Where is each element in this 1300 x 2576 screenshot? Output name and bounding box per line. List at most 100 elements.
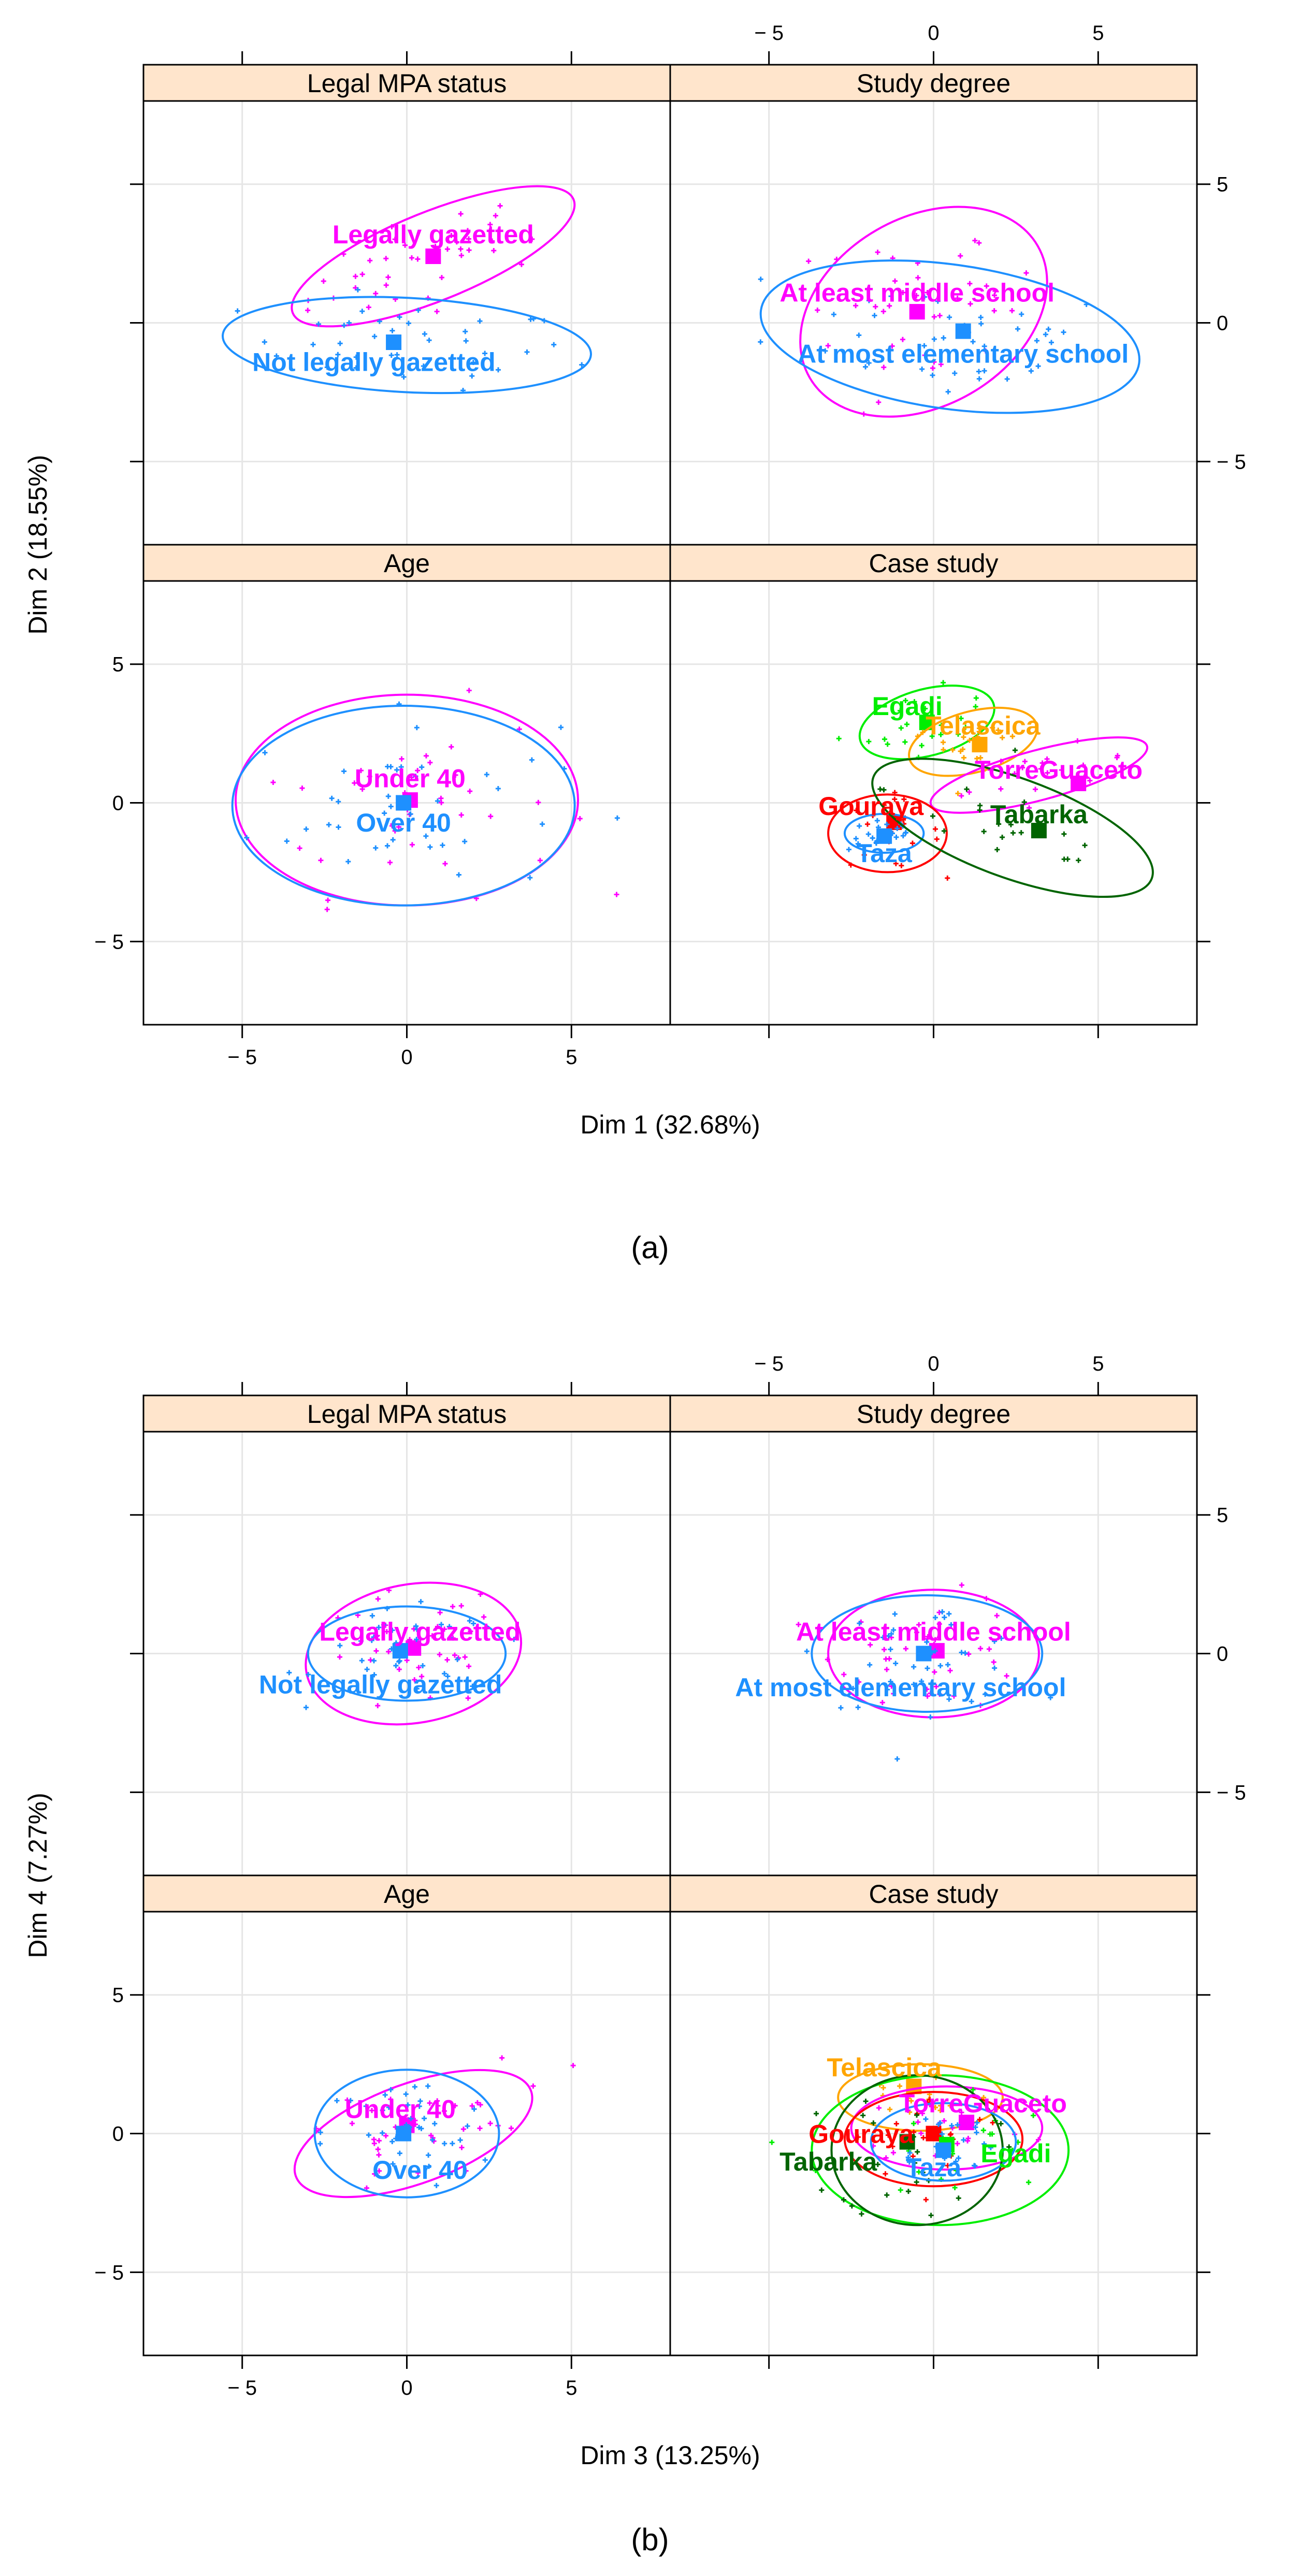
data-point-under-40 (359, 787, 365, 792)
data-point-at-least-middle-school (959, 1582, 964, 1588)
data-point-legally-gazetted (353, 273, 358, 279)
data-point-at-most-elementary-school (758, 276, 763, 282)
data-point-tabarka (998, 2121, 1004, 2127)
data-point-gouraya (990, 2120, 995, 2126)
data-point-at-least-middle-school (1023, 270, 1029, 276)
data-point-tabarka (930, 813, 936, 819)
centroid-marker-not-legally-gazetted (386, 334, 402, 350)
data-point-telascica (995, 727, 1001, 733)
data-point-egadi (938, 722, 944, 728)
category-label-taza: Taza (856, 839, 913, 868)
data-point-telascica (990, 725, 995, 731)
data-point-at-most-elementary-school (976, 369, 981, 374)
facet-legal-mpa-status: Legal MPA status Legally gazetted Not lega… (142, 1394, 671, 1876)
centroid-marker-legally-gazetted (406, 1640, 422, 1656)
data-point-over-40 (336, 799, 341, 805)
data-point-under-40 (453, 772, 458, 778)
data-point-egadi (954, 2167, 959, 2173)
data-point-legally-gazetted (367, 258, 373, 264)
category-label-over-40: Over 40 (372, 2156, 467, 2185)
data-point-tabarka (819, 2187, 825, 2193)
data-point-over-40 (417, 2098, 423, 2104)
data-point-at-least-middle-school (853, 303, 859, 309)
strip-background (669, 544, 1198, 582)
data-point-not-legally-gazetted (414, 1686, 420, 1692)
strip-label: Case study (869, 1880, 998, 1909)
data-point-over-40 (614, 815, 620, 821)
data-point-at-most-elementary-school (945, 1662, 951, 1668)
data-point-at-least-middle-school (900, 337, 905, 342)
data-point-not-legally-gazetted (273, 353, 279, 359)
data-point-not-legally-gazetted (335, 352, 341, 357)
data-point-legally-gazetted (454, 239, 459, 245)
data-point-tabarka (860, 2113, 866, 2118)
data-point-over-40 (341, 768, 347, 774)
data-point-at-most-elementary-school (1028, 368, 1034, 374)
data-point-not-legally-gazetted (346, 320, 352, 326)
data-point-at-least-middle-school (967, 281, 973, 286)
data-point-at-least-middle-school (955, 296, 960, 301)
data-point-taza (988, 2145, 993, 2150)
data-point-torreguaceto (1044, 756, 1050, 762)
data-point-torreguaceto (965, 2138, 971, 2144)
confidence-ellipse-at-least-middle-school (827, 1589, 1040, 1719)
data-point-torreguaceto (1022, 759, 1028, 764)
data-point-legally-gazetted (432, 243, 438, 249)
data-point-at-least-middle-school (887, 303, 892, 309)
data-point-at-most-elementary-school (969, 1699, 974, 1705)
data-point-not-legally-gazetted (341, 323, 347, 328)
data-point-at-most-elementary-school (1004, 376, 1010, 382)
data-point-not-legally-gazetted (406, 321, 411, 326)
data-point-under-40 (377, 2168, 382, 2174)
data-point-at-least-middle-school (922, 353, 928, 358)
data-point-not-legally-gazetted (372, 333, 378, 339)
data-point-over-40 (403, 2091, 409, 2097)
facet-age: Age Under 40 Over 40 (142, 544, 671, 1026)
data-point-tabarka (1008, 822, 1014, 827)
data-point-at-least-middle-school (815, 307, 820, 313)
data-point-at-least-middle-school (915, 275, 921, 281)
centroid-marker-telascica (972, 737, 988, 753)
data-point-gouraya (885, 2132, 891, 2138)
data-point-at-least-middle-school (972, 238, 978, 243)
confidence-ellipse-at-most-elementary-school (811, 1594, 1044, 1713)
data-point-at-most-elementary-school (888, 1631, 894, 1637)
tick-label-bottom: 5 (566, 2377, 577, 2399)
data-point-at-least-middle-school (983, 348, 988, 354)
data-point-taza (884, 822, 890, 827)
data-point-over-40 (413, 774, 418, 779)
data-point-gouraya (920, 2135, 926, 2141)
data-point-legally-gazetted (452, 1652, 458, 1658)
data-point-over-40 (422, 2116, 427, 2121)
data-point-under-40 (487, 2120, 493, 2126)
data-point-telascica (960, 747, 965, 752)
data-point-tabarka (1076, 857, 1081, 863)
data-point-over-40 (329, 795, 335, 801)
plot-area: At least middle school At most elementary… (758, 206, 1140, 418)
strip-background (669, 64, 1198, 102)
data-point-not-legally-gazetted (467, 1618, 472, 1624)
centroid-marker-torreguaceto (1071, 776, 1087, 792)
data-point-legally-gazetted (368, 1657, 373, 1663)
data-point-at-least-middle-school (887, 1656, 892, 1662)
data-point-tabarka (863, 2099, 869, 2104)
confidence-ellipse-taza (843, 812, 925, 854)
tick-label-right: 5 (1217, 1504, 1228, 1527)
data-point-egadi (912, 699, 917, 705)
data-point-tabarka (920, 2170, 926, 2175)
data-point-at-most-elementary-school (894, 1756, 900, 1762)
data-point-over-40 (482, 2157, 488, 2163)
data-point-legally-gazetted (489, 238, 495, 244)
data-point-gouraya (901, 796, 907, 802)
data-point-over-40 (348, 2098, 353, 2103)
data-point-gouraya (923, 2197, 929, 2203)
data-point-torreguaceto (1020, 765, 1025, 770)
data-point-not-legally-gazetted (579, 362, 585, 368)
data-point-under-40 (415, 768, 421, 774)
data-point-taza (853, 836, 859, 841)
data-point-at-least-middle-school (928, 1691, 933, 1696)
data-point-at-most-elementary-school (919, 366, 925, 372)
data-point-under-40 (442, 861, 448, 866)
data-point-legally-gazetted (375, 1596, 381, 1602)
